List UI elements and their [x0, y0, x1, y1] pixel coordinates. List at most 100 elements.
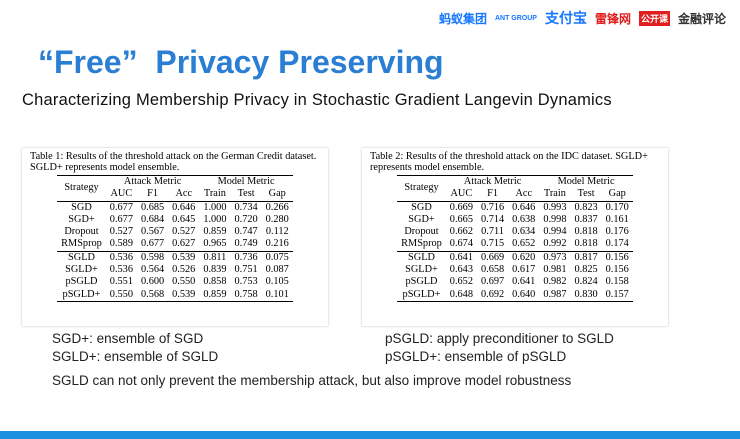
table-row: SGD+ 0.665 0.714 0.638 0.998 0.837 0.161 — [397, 214, 633, 226]
table-cell: 0.839 — [203, 264, 227, 276]
header-cell: Model Metric — [557, 176, 615, 187]
table-cell: 0.101 — [265, 288, 289, 300]
table-row: SGD 0.677 0.685 0.646 1.000 0.734 0.266 — [57, 200, 293, 214]
table-cell: 0.539 — [168, 250, 200, 265]
table-cell: 0.677 — [140, 238, 165, 250]
table-cell: 0.825 — [574, 264, 598, 276]
table-row: pSGLD 0.652 0.697 0.641 0.982 0.824 0.158 — [397, 276, 633, 288]
row-label: pSGLD — [65, 276, 98, 288]
table-cell: 0.527 — [172, 226, 196, 238]
table-row: SGLD 0.641 0.669 0.620 0.973 0.817 0.156 — [397, 250, 633, 265]
table-cell: 0.982 — [543, 276, 567, 288]
table: Strategy Attack Metric Model Metric AUC F1 Ac… — [397, 175, 633, 302]
row-label: SGD — [397, 200, 446, 214]
table-cell: 0.665 — [449, 213, 473, 225]
table-cell: 0.643 — [449, 264, 473, 276]
table-cell: 0.715 — [480, 238, 505, 250]
header-row: Strategy Attack Metric Model Metric — [397, 176, 633, 193]
table-cell: 0.992 — [543, 238, 567, 250]
table-cell: 0.216 — [265, 238, 289, 250]
table-cell: 0.157 — [605, 288, 629, 300]
table-cell: 0.567 — [140, 226, 165, 238]
row-label: SGLD — [57, 250, 106, 265]
note-line: pSGLD+: ensemble of pSGLD — [385, 349, 567, 364]
row-label: SGD — [57, 200, 106, 214]
table-cell: 0.170 — [601, 200, 633, 214]
logo-text: 公开课 — [638, 10, 670, 26]
table-cell: 0.646 — [168, 200, 200, 214]
table-cell: 0.714 — [480, 213, 505, 225]
table-cell: 0.266 — [261, 200, 293, 214]
table-cell: 0.536 — [109, 264, 133, 276]
table-cell: 0.105 — [265, 276, 289, 288]
table-row: pSGLD+ 0.550 0.568 0.539 0.859 0.758 0.101 — [57, 289, 293, 302]
header-row: AUC F1 Acc Train Test Gap — [397, 188, 633, 201]
table-cell: 0.998 — [543, 213, 567, 225]
row-label: Dropout — [404, 226, 439, 238]
header-cell: AUC — [450, 188, 473, 200]
table-cell: 0.617 — [512, 264, 536, 276]
table-row: RMSprop 0.589 0.677 0.627 0.965 0.749 0.216 — [57, 238, 293, 251]
table-row: Dropout 0.662 0.711 0.634 0.994 0.818 0.176 — [397, 226, 633, 238]
logo-text: 雷锋网 — [594, 11, 631, 26]
header-row: AUC F1 Acc Train Test Gap — [57, 188, 293, 201]
table-cell: 0.859 — [203, 288, 227, 300]
table-row: SGD+ 0.677 0.684 0.645 1.000 0.720 0.280 — [57, 214, 293, 226]
table-cell: 0.677 — [109, 213, 133, 225]
table-cell: 0.818 — [574, 238, 598, 250]
table-cell: 0.638 — [512, 213, 536, 225]
table-cell: 0.669 — [445, 200, 477, 214]
table-cell: 0.627 — [172, 238, 196, 250]
table-cell: 0.662 — [449, 226, 473, 238]
table-cell: 0.527 — [109, 226, 133, 238]
table-row: SGLD+ 0.643 0.658 0.617 0.981 0.825 0.156 — [397, 264, 633, 276]
header-cell: Strategy — [404, 182, 439, 194]
row-label: SGLD+ — [65, 264, 98, 276]
table-row: pSGLD 0.551 0.600 0.550 0.858 0.753 0.105 — [57, 276, 293, 288]
table-cell: 0.158 — [605, 276, 629, 288]
table-cell: 0.112 — [265, 226, 289, 238]
table-cell: 0.830 — [574, 288, 598, 300]
table-cell: 1.000 — [203, 213, 227, 225]
logo-text: ANT GROUP — [494, 14, 537, 22]
table-row: RMSprop 0.674 0.715 0.652 0.992 0.818 0.174 — [397, 238, 633, 251]
note-line: pSGLD: apply preconditioner to SGLD — [385, 331, 614, 346]
table-cell: 0.550 — [172, 276, 196, 288]
table-cell: 0.174 — [605, 238, 629, 250]
header-cell: Model Metric — [217, 176, 275, 187]
table-cell: 0.564 — [140, 264, 165, 276]
table-box: Table 2: Results of the threshold attack… — [362, 148, 668, 326]
table-cell: 0.824 — [574, 276, 598, 288]
header-cell: Acc — [175, 188, 193, 200]
table-cell: 0.823 — [570, 200, 602, 214]
table-cell: 0.965 — [203, 238, 227, 250]
header-cell: Attack Metric — [123, 176, 182, 187]
table-cell: 0.720 — [234, 213, 258, 225]
table-cell: 0.568 — [140, 288, 165, 300]
row-label: SGD+ — [68, 213, 95, 225]
header-cell: Test — [577, 188, 595, 200]
table-cell: 0.646 — [508, 200, 540, 214]
table-cell: 0.600 — [140, 276, 165, 288]
table-cell: 0.747 — [234, 226, 258, 238]
header-cell: Train — [543, 188, 566, 200]
table-cell: 0.711 — [481, 226, 504, 238]
table-caption: Table 2: Results of the threshold attack… — [370, 151, 648, 173]
table-cell: 0.156 — [605, 264, 629, 276]
table-cell: 0.161 — [605, 213, 629, 225]
table-row: SGLD 0.536 0.598 0.539 0.811 0.736 0.075 — [57, 250, 293, 265]
table-cell: 0.987 — [543, 288, 567, 300]
footer-bar — [0, 431, 740, 439]
table-cell: 0.758 — [234, 288, 258, 300]
table-cell: 0.156 — [601, 250, 633, 265]
table-cell: 0.981 — [543, 264, 567, 276]
table-cell: 0.858 — [203, 276, 227, 288]
table-cell: 0.589 — [109, 238, 133, 250]
table-cell: 0.539 — [172, 288, 196, 300]
table-cell: 0.598 — [136, 250, 169, 265]
row-label: SGD+ — [408, 213, 435, 225]
header-cell: Test — [237, 188, 255, 200]
logo-text: 金融评论 — [677, 11, 726, 26]
table-cell: 0.734 — [230, 200, 262, 214]
header-cell: Gap — [268, 188, 286, 200]
